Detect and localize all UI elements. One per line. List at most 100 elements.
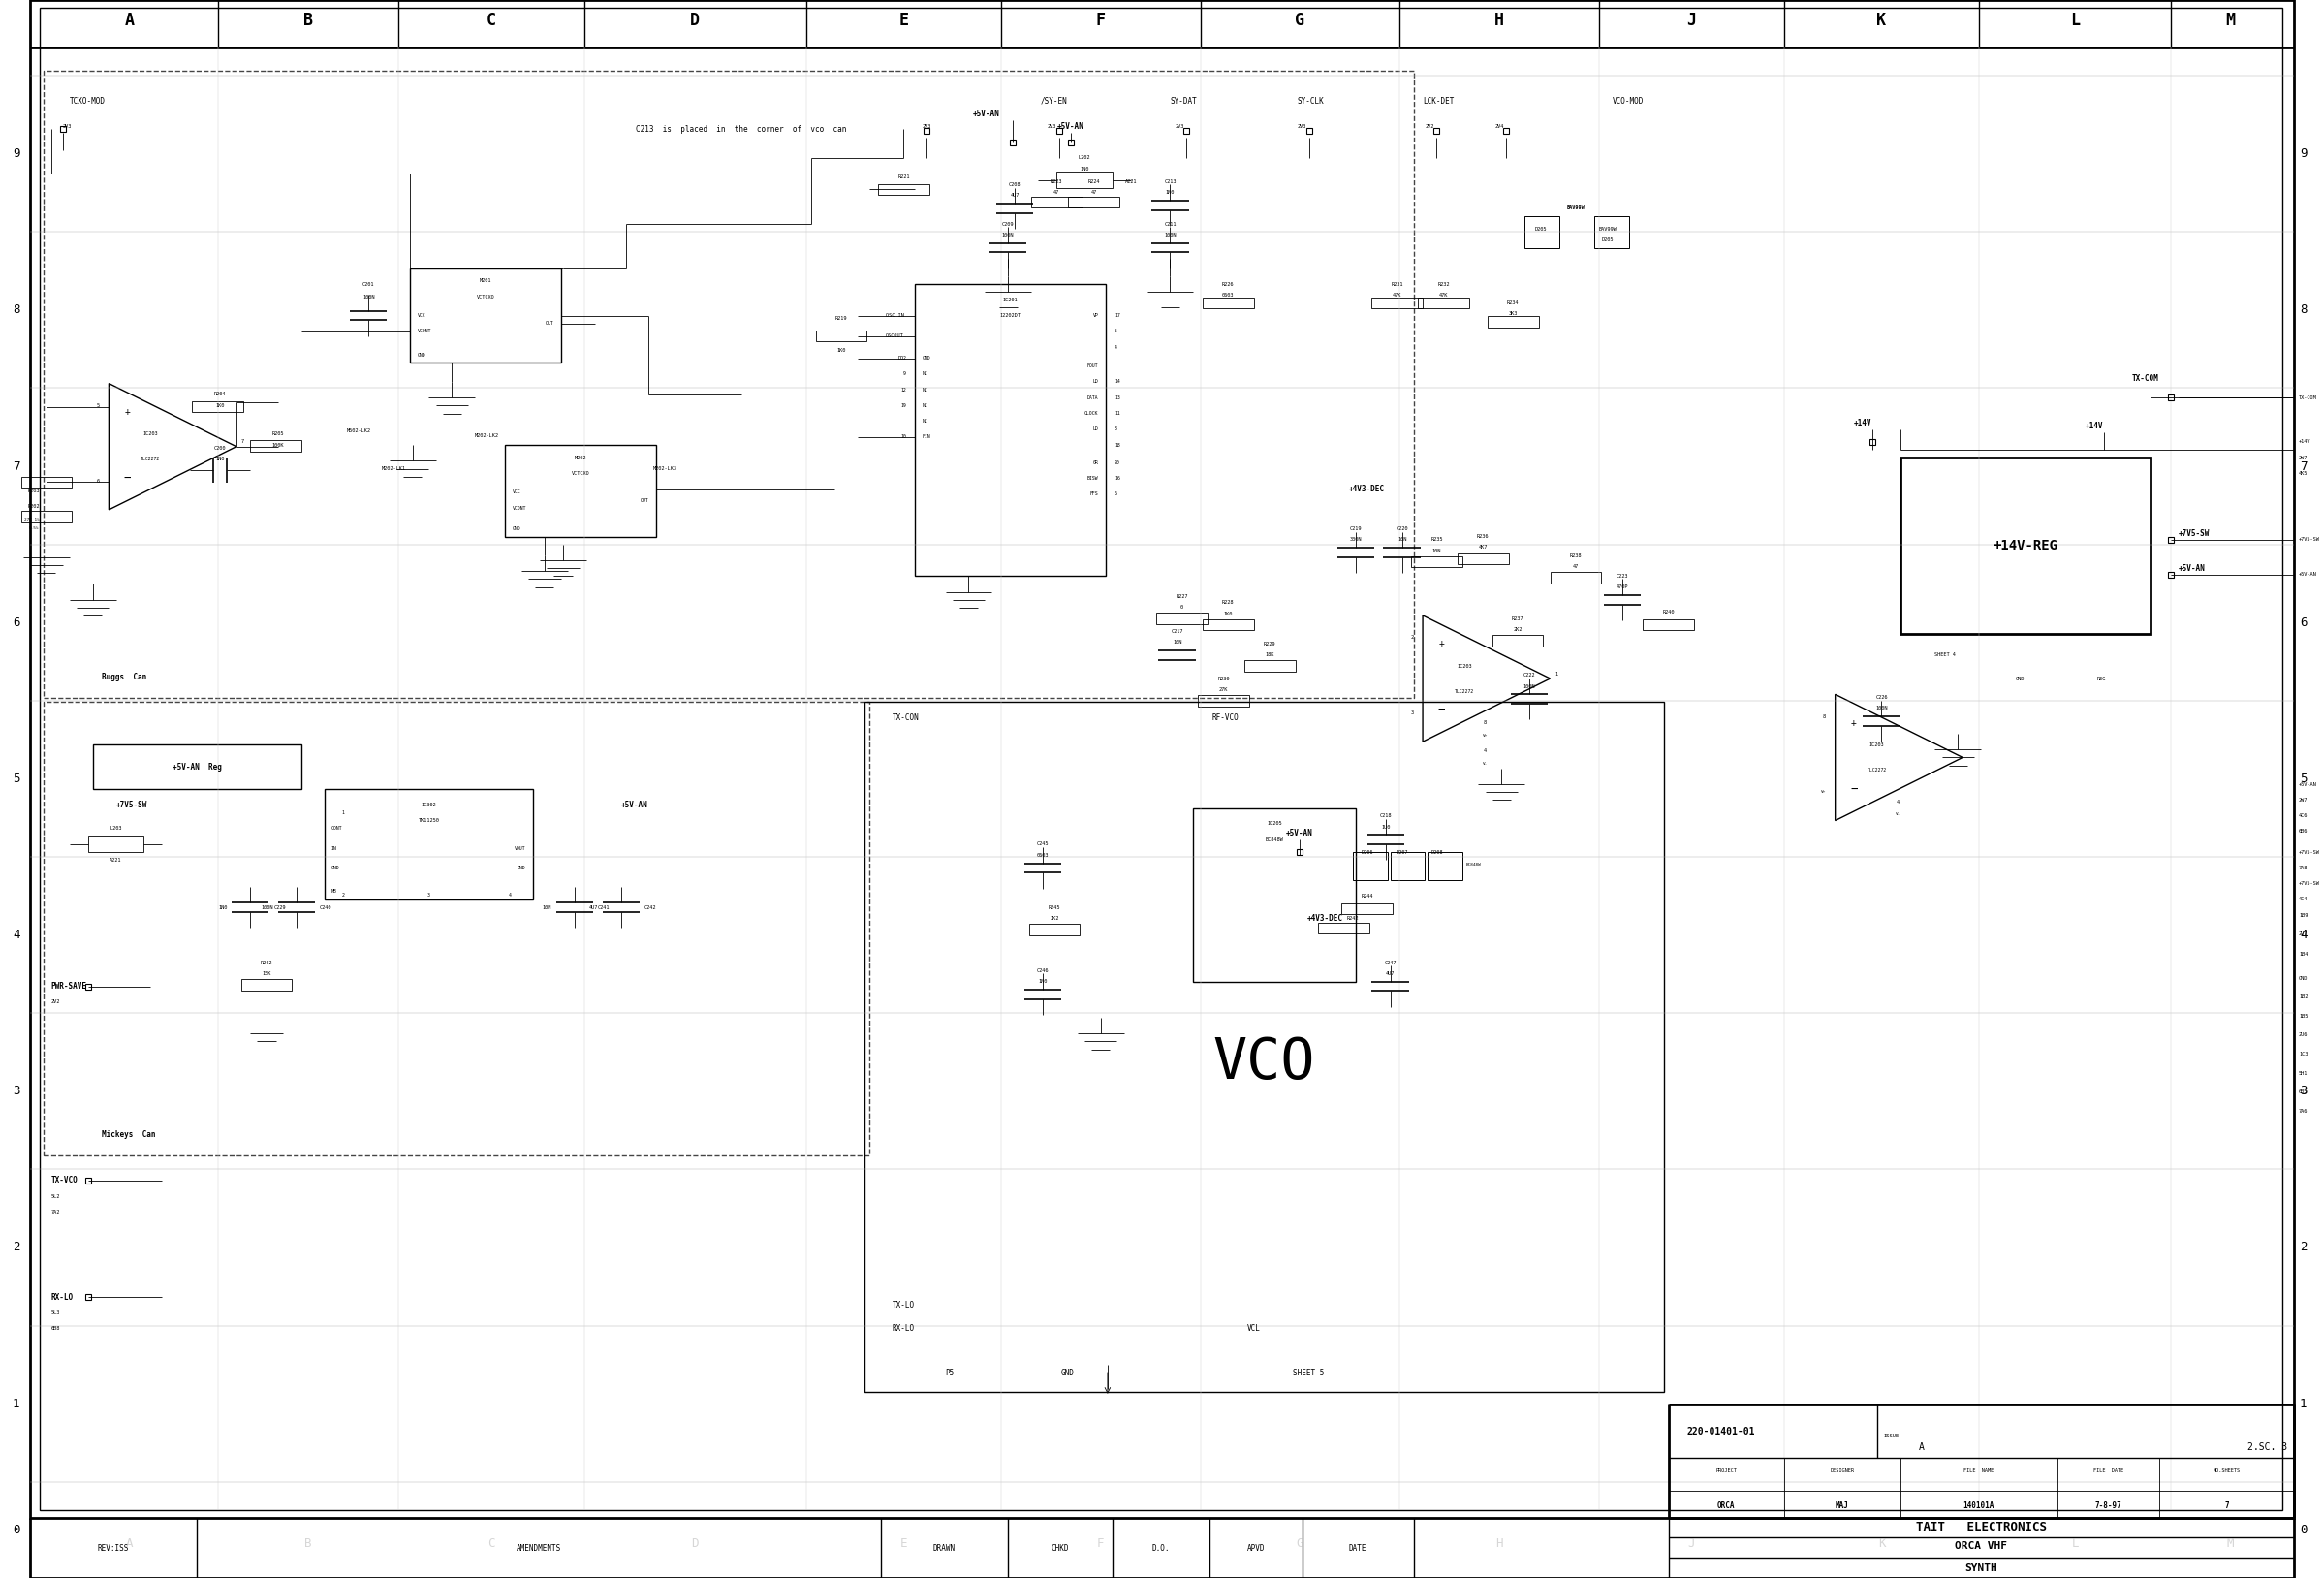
Text: 4K7: 4K7 — [1478, 544, 1487, 551]
Text: 12: 12 — [899, 387, 906, 393]
Bar — [1487, 316, 1538, 328]
Bar — [1197, 694, 1248, 705]
Text: 5: 5 — [12, 773, 21, 784]
Text: A221: A221 — [1125, 178, 1136, 185]
Text: RX-LO: RX-LO — [892, 1324, 916, 1333]
Text: MAJ: MAJ — [1836, 1501, 1850, 1510]
Text: M201: M201 — [479, 278, 490, 284]
Text: VCONT: VCONT — [511, 505, 525, 511]
Bar — [325, 789, 532, 899]
Text: C219: C219 — [1350, 525, 1362, 532]
Text: 220-01401-01: 220-01401-01 — [1687, 1427, 1755, 1436]
Bar — [1032, 196, 1083, 207]
Text: 100N: 100N — [1875, 705, 1887, 712]
Text: F: F — [1097, 1537, 1104, 1550]
Text: A: A — [125, 11, 135, 30]
Text: 4U7: 4U7 — [1385, 970, 1394, 977]
Text: BAV99W: BAV99W — [1566, 205, 1585, 211]
Text: +7V5-SW: +7V5-SW — [2178, 529, 2210, 538]
Text: AMENDMENTS: AMENDMENTS — [516, 1543, 560, 1553]
Text: 12202DT: 12202DT — [999, 312, 1020, 319]
Bar — [1057, 172, 1113, 188]
Text: SY-DAT: SY-DAT — [1171, 96, 1197, 106]
Text: +14V: +14V — [2085, 421, 2103, 431]
Text: B: B — [304, 1537, 311, 1550]
Text: 10N: 10N — [541, 904, 551, 911]
Text: 27K 1%: 27K 1% — [23, 518, 40, 521]
Text: 2.SC. 3: 2.SC. 3 — [2247, 1442, 2287, 1452]
Text: 11: 11 — [1116, 410, 1120, 417]
Text: 10N: 10N — [1174, 639, 1181, 645]
Text: C: C — [488, 1537, 495, 1550]
Text: D207: D207 — [1397, 849, 1408, 855]
Text: 14: 14 — [1116, 379, 1120, 385]
Text: 8: 8 — [2301, 305, 2308, 316]
Text: +14V: +14V — [2298, 439, 2310, 445]
Text: 100K: 100K — [272, 442, 284, 448]
Text: TX-COM: TX-COM — [2298, 394, 2317, 401]
Text: 2K2: 2K2 — [1513, 626, 1522, 633]
Text: 47: 47 — [1090, 189, 1097, 196]
Text: 1: 1 — [12, 1398, 21, 1409]
Text: D: D — [693, 1537, 700, 1550]
Text: VCTCXO: VCTCXO — [476, 294, 495, 300]
Text: 2U7: 2U7 — [2298, 931, 2308, 937]
Text: BISW: BISW — [1088, 475, 1099, 481]
Text: 4: 4 — [12, 929, 21, 940]
Text: 5: 5 — [2301, 773, 2308, 784]
Text: 7A2: 7A2 — [51, 1209, 60, 1215]
Text: C211: C211 — [1164, 221, 1176, 227]
Text: M202: M202 — [574, 454, 586, 461]
Text: 5L2: 5L2 — [51, 1193, 60, 1199]
Text: 3: 3 — [1411, 710, 1413, 716]
Text: R237: R237 — [1511, 615, 1525, 622]
Text: R234: R234 — [1506, 300, 1520, 306]
Text: DRAWN: DRAWN — [932, 1543, 955, 1553]
Text: 100N: 100N — [363, 294, 374, 300]
Text: D: D — [690, 11, 700, 30]
Text: DESIGNER: DESIGNER — [1829, 1468, 1855, 1474]
Text: REV:ISS: REV:ISS — [98, 1543, 130, 1553]
Text: 1K0: 1K0 — [837, 349, 846, 353]
Text: 10N: 10N — [1397, 537, 1406, 543]
Text: C229: C229 — [274, 904, 286, 911]
Text: 2K2: 2K2 — [1050, 915, 1060, 922]
Text: 1B9: 1B9 — [2298, 912, 2308, 918]
Text: Mickeys  Can: Mickeys Can — [102, 1130, 156, 1139]
Text: C226: C226 — [1875, 694, 1887, 701]
Bar — [1390, 852, 1425, 881]
Text: 2: 2 — [342, 892, 344, 898]
Text: CHKD: CHKD — [1050, 1543, 1069, 1553]
Text: C200: C200 — [214, 445, 225, 451]
Text: 8: 8 — [1116, 426, 1118, 432]
Text: BC848W: BC848W — [1466, 863, 1480, 866]
Text: V-: V- — [1896, 813, 1901, 816]
Text: VP: VP — [1092, 312, 1099, 319]
Text: 1: 1 — [342, 810, 344, 816]
Text: R227: R227 — [1176, 593, 1188, 600]
Text: 0.5%: 0.5% — [30, 527, 40, 530]
Text: −: − — [1439, 704, 1446, 716]
Text: 5: 5 — [98, 402, 100, 409]
Text: VOUT: VOUT — [516, 846, 525, 852]
Bar — [1243, 660, 1294, 672]
Text: 10N: 10N — [1432, 548, 1441, 554]
Text: GND: GND — [923, 355, 930, 361]
Text: 18K: 18K — [1264, 652, 1274, 658]
Text: 6: 6 — [1116, 491, 1118, 497]
Text: 4: 4 — [509, 892, 511, 898]
Text: R245: R245 — [1048, 904, 1060, 911]
Bar — [44, 702, 869, 1155]
Text: +5V-AN: +5V-AN — [2178, 563, 2205, 573]
Text: 27K: 27K — [1220, 686, 1227, 693]
Text: TX-LO: TX-LO — [892, 1300, 916, 1310]
Text: 7A8: 7A8 — [2298, 865, 2308, 871]
Text: V+: V+ — [1483, 734, 1487, 737]
Bar — [504, 445, 655, 537]
Text: NO.SHEETS: NO.SHEETS — [2212, 1468, 2240, 1474]
Text: R203: R203 — [28, 488, 40, 494]
Text: +4V3-DEC: +4V3-DEC — [1348, 484, 1385, 494]
Text: 9: 9 — [904, 371, 906, 377]
Text: APVD: APVD — [1248, 1543, 1264, 1553]
Text: NC: NC — [923, 402, 927, 409]
